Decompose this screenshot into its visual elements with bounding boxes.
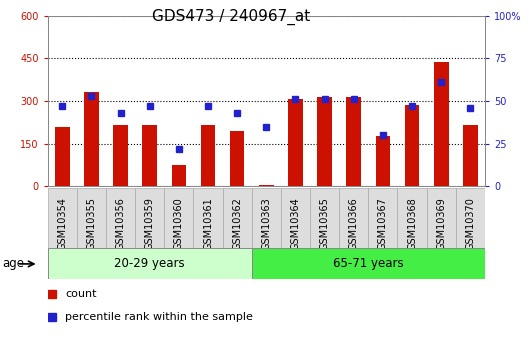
- Bar: [84, 92, 99, 186]
- Bar: [434, 62, 448, 186]
- Text: GSM10365: GSM10365: [320, 197, 330, 250]
- Bar: [201, 125, 215, 186]
- Text: GSM10360: GSM10360: [174, 197, 184, 250]
- Bar: [317, 97, 332, 186]
- Text: GSM10367: GSM10367: [378, 197, 388, 250]
- Bar: [223, 188, 252, 248]
- Bar: [376, 137, 390, 186]
- Bar: [252, 188, 281, 248]
- Bar: [310, 188, 339, 248]
- Text: GDS473 / 240967_at: GDS473 / 240967_at: [152, 9, 311, 25]
- Bar: [193, 188, 223, 248]
- Bar: [405, 105, 419, 186]
- Bar: [172, 165, 186, 186]
- Bar: [164, 188, 193, 248]
- Text: GSM10363: GSM10363: [261, 197, 271, 250]
- Bar: [347, 97, 361, 186]
- Bar: [135, 188, 164, 248]
- Bar: [252, 248, 485, 279]
- Text: GSM10359: GSM10359: [145, 197, 155, 250]
- Bar: [288, 99, 303, 186]
- Bar: [427, 188, 456, 248]
- Text: 20-29 years: 20-29 years: [114, 257, 185, 270]
- Text: GSM10354: GSM10354: [57, 197, 67, 250]
- Text: GSM10366: GSM10366: [349, 197, 359, 250]
- Bar: [48, 188, 77, 248]
- Bar: [55, 127, 69, 186]
- Text: GSM10364: GSM10364: [290, 197, 301, 250]
- Bar: [106, 188, 135, 248]
- Bar: [339, 188, 368, 248]
- Text: percentile rank within the sample: percentile rank within the sample: [65, 312, 253, 322]
- Text: GSM10368: GSM10368: [407, 197, 417, 250]
- Text: age: age: [3, 257, 25, 270]
- Bar: [77, 188, 106, 248]
- Text: count: count: [65, 289, 96, 299]
- Bar: [113, 125, 128, 186]
- Text: 65-71 years: 65-71 years: [333, 257, 404, 270]
- Text: GSM10356: GSM10356: [116, 197, 126, 250]
- Bar: [259, 185, 273, 186]
- Bar: [398, 188, 427, 248]
- Bar: [48, 248, 252, 279]
- Text: GSM10370: GSM10370: [465, 197, 475, 250]
- Text: GSM10362: GSM10362: [232, 197, 242, 250]
- Bar: [456, 188, 485, 248]
- Text: GSM10355: GSM10355: [86, 197, 96, 250]
- Bar: [230, 131, 244, 186]
- Text: GSM10369: GSM10369: [436, 197, 446, 250]
- Text: GSM10361: GSM10361: [203, 197, 213, 250]
- Bar: [143, 125, 157, 186]
- Bar: [463, 125, 478, 186]
- Bar: [368, 188, 398, 248]
- Bar: [281, 188, 310, 248]
